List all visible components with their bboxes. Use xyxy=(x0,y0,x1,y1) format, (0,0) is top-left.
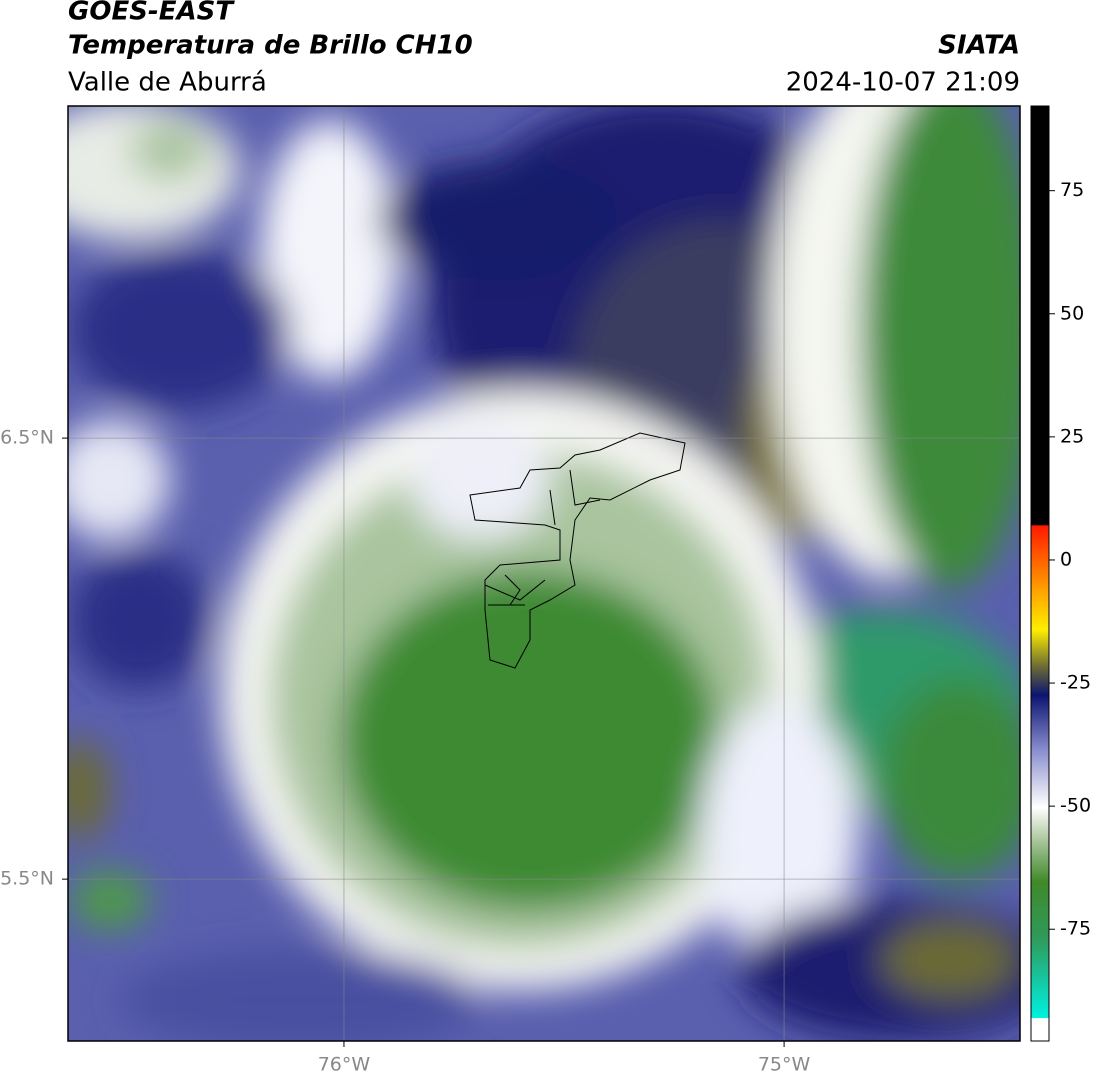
colorbar-tick-label: -75 xyxy=(1060,918,1091,940)
colorbar-tick-label: 25 xyxy=(1060,425,1084,447)
source: SIATA xyxy=(938,31,1020,61)
y-tick-label: 5.5°N xyxy=(0,868,54,890)
colorbar-tick-label: -25 xyxy=(1060,672,1091,694)
grid xyxy=(68,106,1020,1041)
x-tick-label: 75°W xyxy=(758,1054,811,1076)
map-frame xyxy=(67,105,1021,1042)
region: Valle de Aburrá xyxy=(68,68,267,98)
colorbar xyxy=(1030,105,1050,1042)
colorbar-tick-label: 75 xyxy=(1060,179,1084,201)
subtitle: Temperatura de Brillo CH10 xyxy=(68,31,473,61)
x-tick-label: 76°W xyxy=(318,1054,371,1076)
colorbar-tick-label: 50 xyxy=(1060,302,1084,324)
colorbar-tick-label: -50 xyxy=(1060,795,1091,817)
colorbar-tick-label: 0 xyxy=(1060,548,1072,570)
satellite-field xyxy=(68,106,1020,1041)
title: GOES-EAST xyxy=(68,0,235,27)
y-tick-label: 6.5°N xyxy=(0,427,54,449)
municipal-boundaries xyxy=(469,432,686,669)
datetime: 2024-10-07 21:09 xyxy=(786,68,1020,98)
